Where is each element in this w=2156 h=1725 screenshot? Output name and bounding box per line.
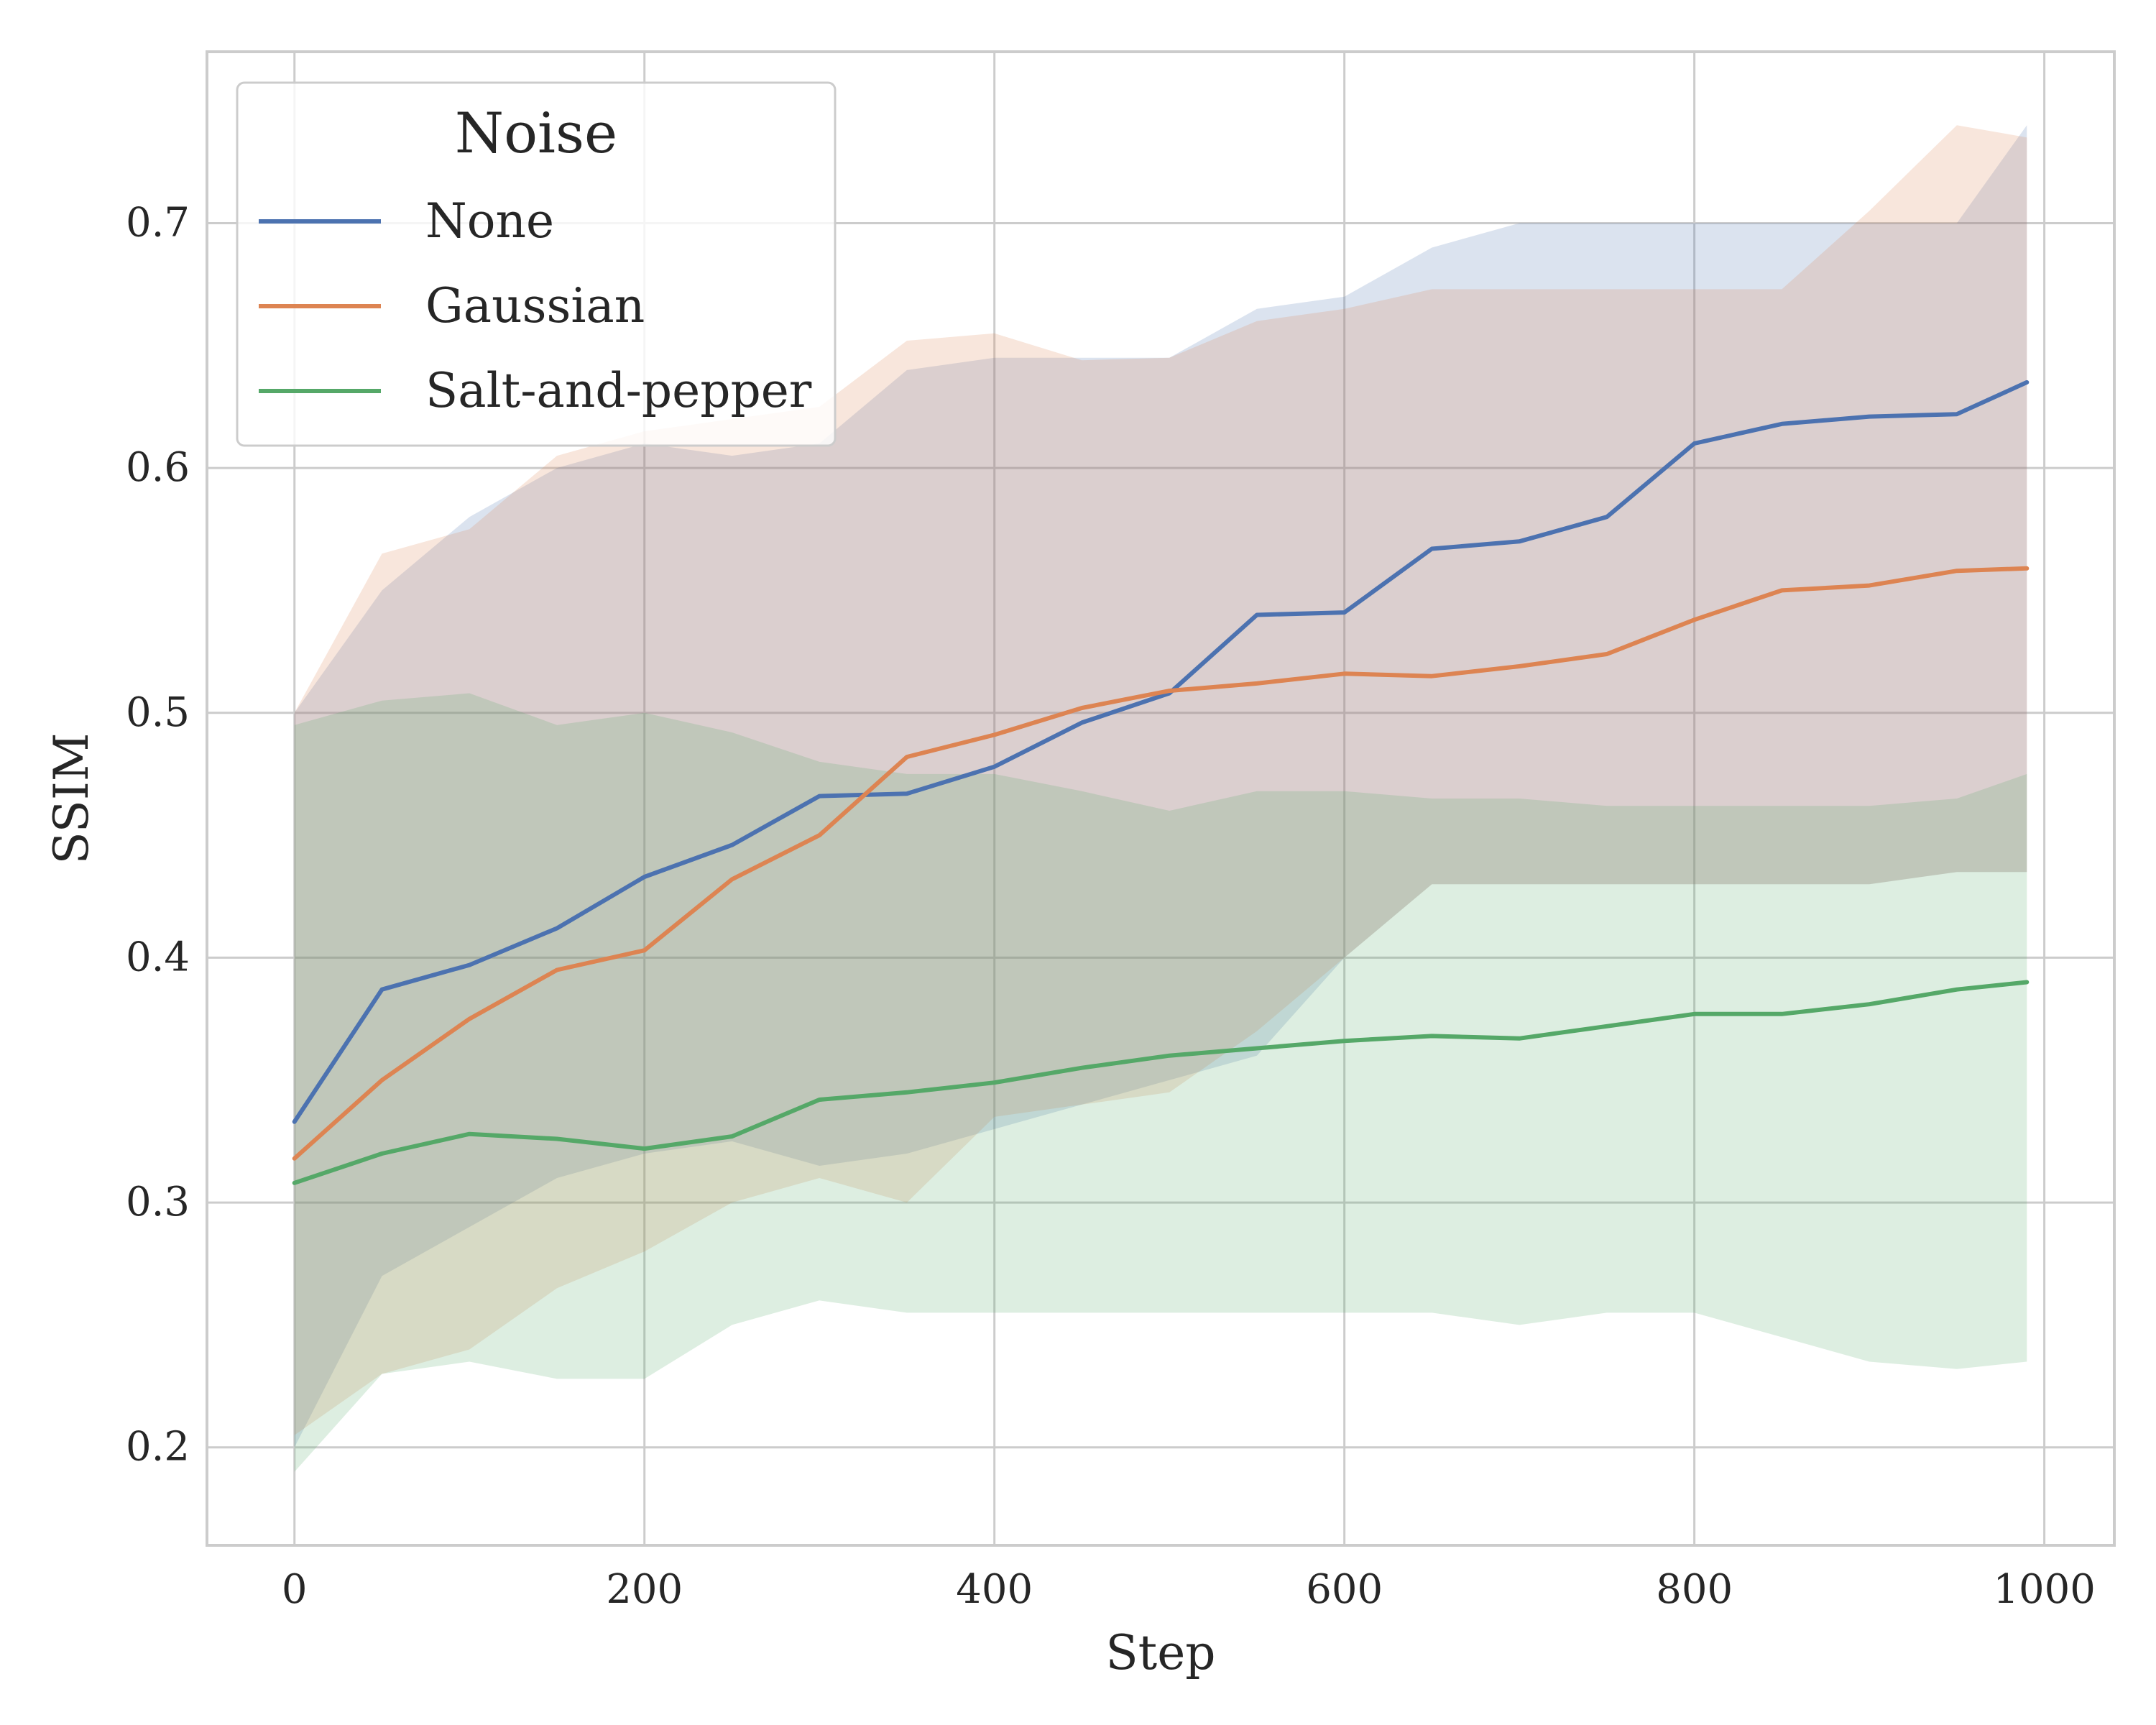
x-tick-label: 600 bbox=[1306, 1566, 1383, 1613]
y-tick-label: 0.4 bbox=[126, 934, 190, 980]
confidence-bands bbox=[294, 125, 2027, 1472]
legend-box bbox=[236, 81, 837, 447]
y-gridlines bbox=[207, 221, 2114, 1449]
legend-items: None Gaussian Salt-and-pepper bbox=[259, 193, 812, 418]
x-tick-label: 400 bbox=[956, 1566, 1033, 1613]
legend-label-salt-and-pepper: Salt-and-pepper bbox=[425, 363, 812, 418]
y-tick-label: 0.7 bbox=[126, 199, 190, 246]
legend: Noise None Gaussian Salt-and-pepper bbox=[236, 81, 837, 447]
x-tick-labels: 0 200 400 600 800 1000 bbox=[282, 1566, 2096, 1613]
x-tick-label: 800 bbox=[1656, 1566, 1733, 1613]
x-tick-label: 0 bbox=[282, 1566, 308, 1613]
band-salt-and-pepper bbox=[294, 693, 2027, 1472]
line-none bbox=[292, 380, 2030, 1124]
plot-frame bbox=[206, 50, 2116, 1547]
legend-label-none: None bbox=[425, 193, 554, 249]
x-tick-label: 200 bbox=[606, 1566, 683, 1613]
x-tick-label: 1000 bbox=[1993, 1566, 2096, 1613]
band-none bbox=[294, 125, 2027, 1448]
y-tick-labels: 0.2 0.3 0.4 0.5 0.6 0.7 bbox=[126, 199, 190, 1470]
band-gaussian bbox=[294, 125, 2027, 1435]
y-tick-label: 0.2 bbox=[126, 1424, 190, 1471]
line-gaussian bbox=[292, 566, 2030, 1161]
x-axis-title: Step bbox=[1105, 1625, 1215, 1680]
y-tick-label: 0.5 bbox=[126, 689, 190, 736]
legend-title: Noise bbox=[455, 101, 617, 166]
y-axis-title: SSIM bbox=[44, 733, 99, 865]
y-tick-label: 0.6 bbox=[126, 444, 190, 491]
series-lines bbox=[292, 380, 2030, 1185]
line-salt-and-pepper bbox=[292, 980, 2030, 1185]
legend-label-gaussian: Gaussian bbox=[425, 278, 645, 334]
y-tick-label: 0.3 bbox=[126, 1179, 190, 1225]
